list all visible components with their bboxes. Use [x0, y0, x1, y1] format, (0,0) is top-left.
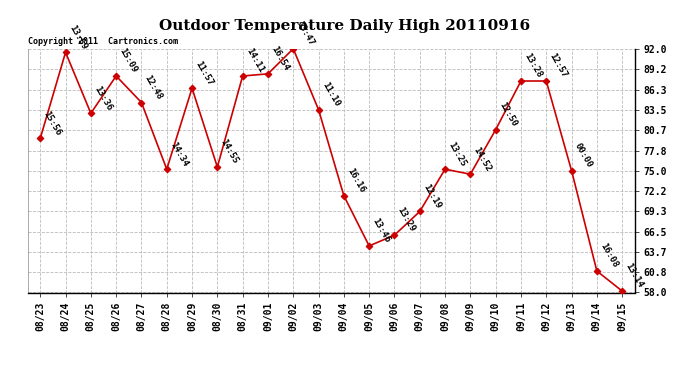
Point	[262, 71, 273, 77]
Point	[338, 193, 349, 199]
Text: 13:36: 13:36	[92, 84, 113, 112]
Point	[34, 135, 46, 141]
Text: 13:46: 13:46	[371, 217, 392, 244]
Text: 15:09: 15:09	[117, 47, 139, 75]
Text: 11:57: 11:57	[193, 59, 215, 87]
Text: 12:57: 12:57	[548, 52, 569, 80]
Point	[161, 166, 172, 172]
Point	[212, 164, 223, 170]
Point	[110, 73, 121, 79]
Point	[288, 46, 299, 52]
Text: 13:25: 13:25	[446, 140, 468, 168]
Text: 11:10: 11:10	[320, 81, 341, 108]
Point	[414, 209, 425, 214]
Text: 14:11: 14:11	[244, 47, 265, 75]
Text: 16:08: 16:08	[598, 242, 620, 270]
Point	[60, 50, 71, 55]
Point	[136, 99, 147, 105]
Point	[566, 168, 577, 174]
Point	[186, 85, 197, 91]
Text: 13:59: 13:59	[67, 23, 88, 51]
Text: 12:19: 12:19	[421, 182, 442, 210]
Text: 12:48: 12:48	[143, 74, 164, 101]
Point	[313, 107, 324, 113]
Point	[440, 166, 451, 172]
Text: 14:52: 14:52	[472, 145, 493, 173]
Point	[541, 78, 552, 84]
Point	[515, 78, 526, 84]
Point	[364, 243, 375, 249]
Text: 14:55: 14:55	[219, 138, 240, 166]
Text: 16:16: 16:16	[345, 166, 366, 194]
Text: Outdoor Temperature Daily High 20110916: Outdoor Temperature Daily High 20110916	[159, 19, 531, 33]
Text: 14:34: 14:34	[168, 140, 189, 168]
Point	[490, 127, 501, 133]
Point	[591, 268, 602, 274]
Text: 12:50: 12:50	[497, 100, 518, 128]
Text: 15:56: 15:56	[41, 109, 63, 137]
Text: 13:29: 13:29	[396, 206, 417, 234]
Point	[389, 232, 400, 238]
Point	[86, 110, 97, 116]
Point	[465, 171, 476, 177]
Text: 13:28: 13:28	[522, 52, 544, 80]
Text: Copyright 2011  Cartronics.com: Copyright 2011 Cartronics.com	[28, 38, 177, 46]
Point	[237, 73, 248, 79]
Text: 00:00: 00:00	[573, 141, 594, 169]
Text: 13:14: 13:14	[624, 262, 644, 290]
Point	[617, 288, 628, 294]
Text: 13:47: 13:47	[295, 20, 316, 47]
Text: 16:54: 16:54	[269, 45, 290, 72]
